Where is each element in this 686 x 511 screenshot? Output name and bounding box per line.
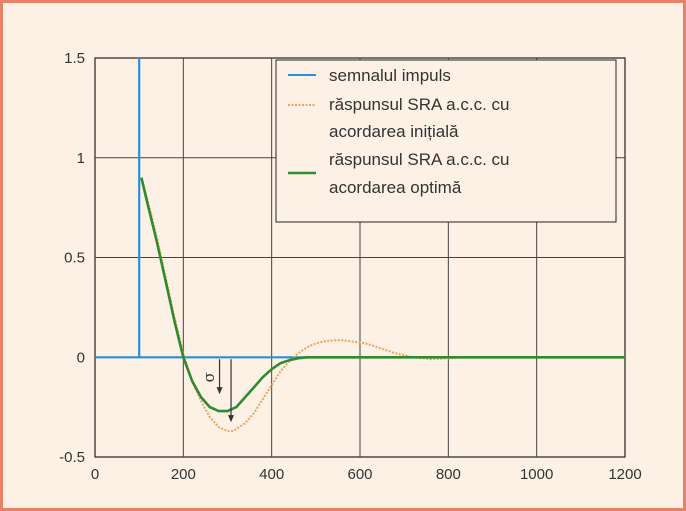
x-tick-label: 800	[436, 466, 461, 483]
x-tick-label: 600	[347, 466, 372, 483]
x-tick-label: 1200	[608, 466, 641, 483]
legend-label-optimal-line2: acordarea optimă	[329, 178, 462, 197]
legend: semnalul impuls răspunsul SRA a.c.c. cu …	[275, 59, 617, 223]
y-tick-label: -0.5	[59, 449, 85, 466]
y-tick-label: 0.5	[64, 250, 85, 267]
annotation-arrowhead	[228, 415, 235, 423]
x-tick-label: 0	[91, 466, 99, 483]
series-group	[95, 56, 625, 433]
series-line-impulse	[95, 56, 625, 359]
x-tick-label: 400	[259, 466, 284, 483]
legend-box	[275, 59, 617, 223]
x-tick-label: 200	[171, 466, 196, 483]
series-line-optimal	[140, 177, 625, 413]
y-tick-label: 1	[77, 150, 85, 167]
legend-label-initial-line1: răspunsul SRA a.c.c. cu	[329, 95, 509, 114]
y-tick-label: 0	[77, 349, 85, 366]
y-tick-label: 1.5	[64, 50, 85, 67]
legend-label-optimal-line1: răspunsul SRA a.c.c. cu	[329, 150, 509, 169]
x-tick-label: 1000	[520, 466, 553, 483]
legend-label-impulse: semnalul impuls	[329, 66, 451, 85]
legend-label-initial-line2: acordarea inițială	[329, 122, 459, 141]
tick-labels: 0 200 400 600 800 1000 1200 -0.5 0 0.5 1 1.5	[59, 50, 642, 483]
annotation-arrowhead	[216, 387, 223, 395]
annotation: σ	[200, 359, 235, 423]
annotation-sigma-label: σ	[200, 372, 218, 382]
